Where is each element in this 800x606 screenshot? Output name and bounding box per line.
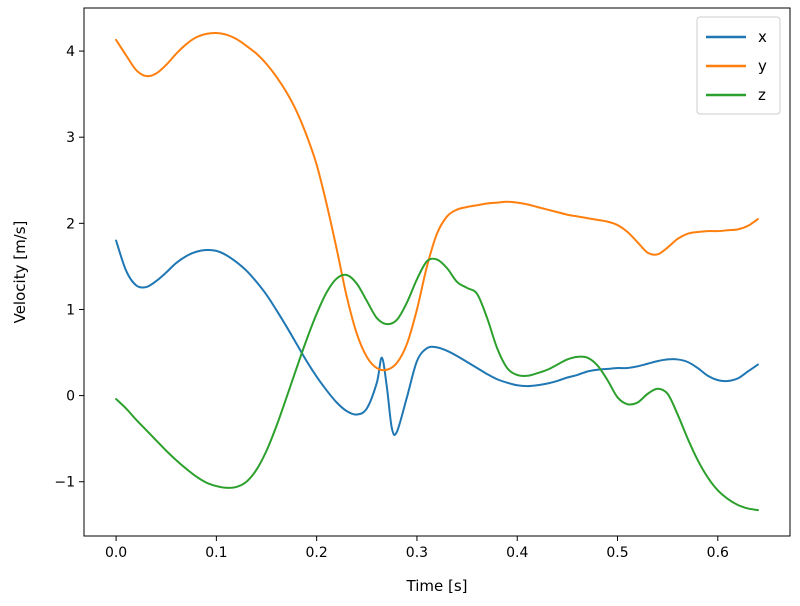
x-tick-label: 0.5 xyxy=(606,545,628,561)
x-tick-label: 0.3 xyxy=(406,545,428,561)
x-tick-label: 0.1 xyxy=(205,545,227,561)
series-layer xyxy=(115,31,759,512)
x-tick-label: 0.2 xyxy=(306,545,328,561)
x-tick-label: 0.4 xyxy=(506,545,528,561)
series-line-z xyxy=(115,257,759,512)
x-tick-label: 0.6 xyxy=(707,545,729,561)
legend-label-x: x xyxy=(758,28,767,46)
y-tick-label: 1 xyxy=(66,302,75,318)
y-tick-label: 2 xyxy=(66,216,75,232)
y-tick-label: 0 xyxy=(66,389,75,405)
y-axis-label: Velocity [m/s] xyxy=(11,221,29,324)
ticks-layer: 0.0 0.1 0.2 0.3 0.4 0.5 0.6 −1 0 1 2 3 4 xyxy=(54,44,729,561)
series-line-y xyxy=(115,31,759,372)
x-tick-label: 0.0 xyxy=(105,545,127,561)
legend-label-y: y xyxy=(758,57,767,75)
y-tick-label: −1 xyxy=(54,475,75,491)
x-axis-label: Time [s] xyxy=(406,577,468,595)
y-tick-label: 4 xyxy=(66,44,75,60)
legend-label-z: z xyxy=(758,86,766,104)
y-tick-label: 3 xyxy=(66,130,75,146)
plot-frame xyxy=(83,7,791,537)
legend: xyz xyxy=(696,16,781,115)
series-line-x xyxy=(115,239,759,436)
